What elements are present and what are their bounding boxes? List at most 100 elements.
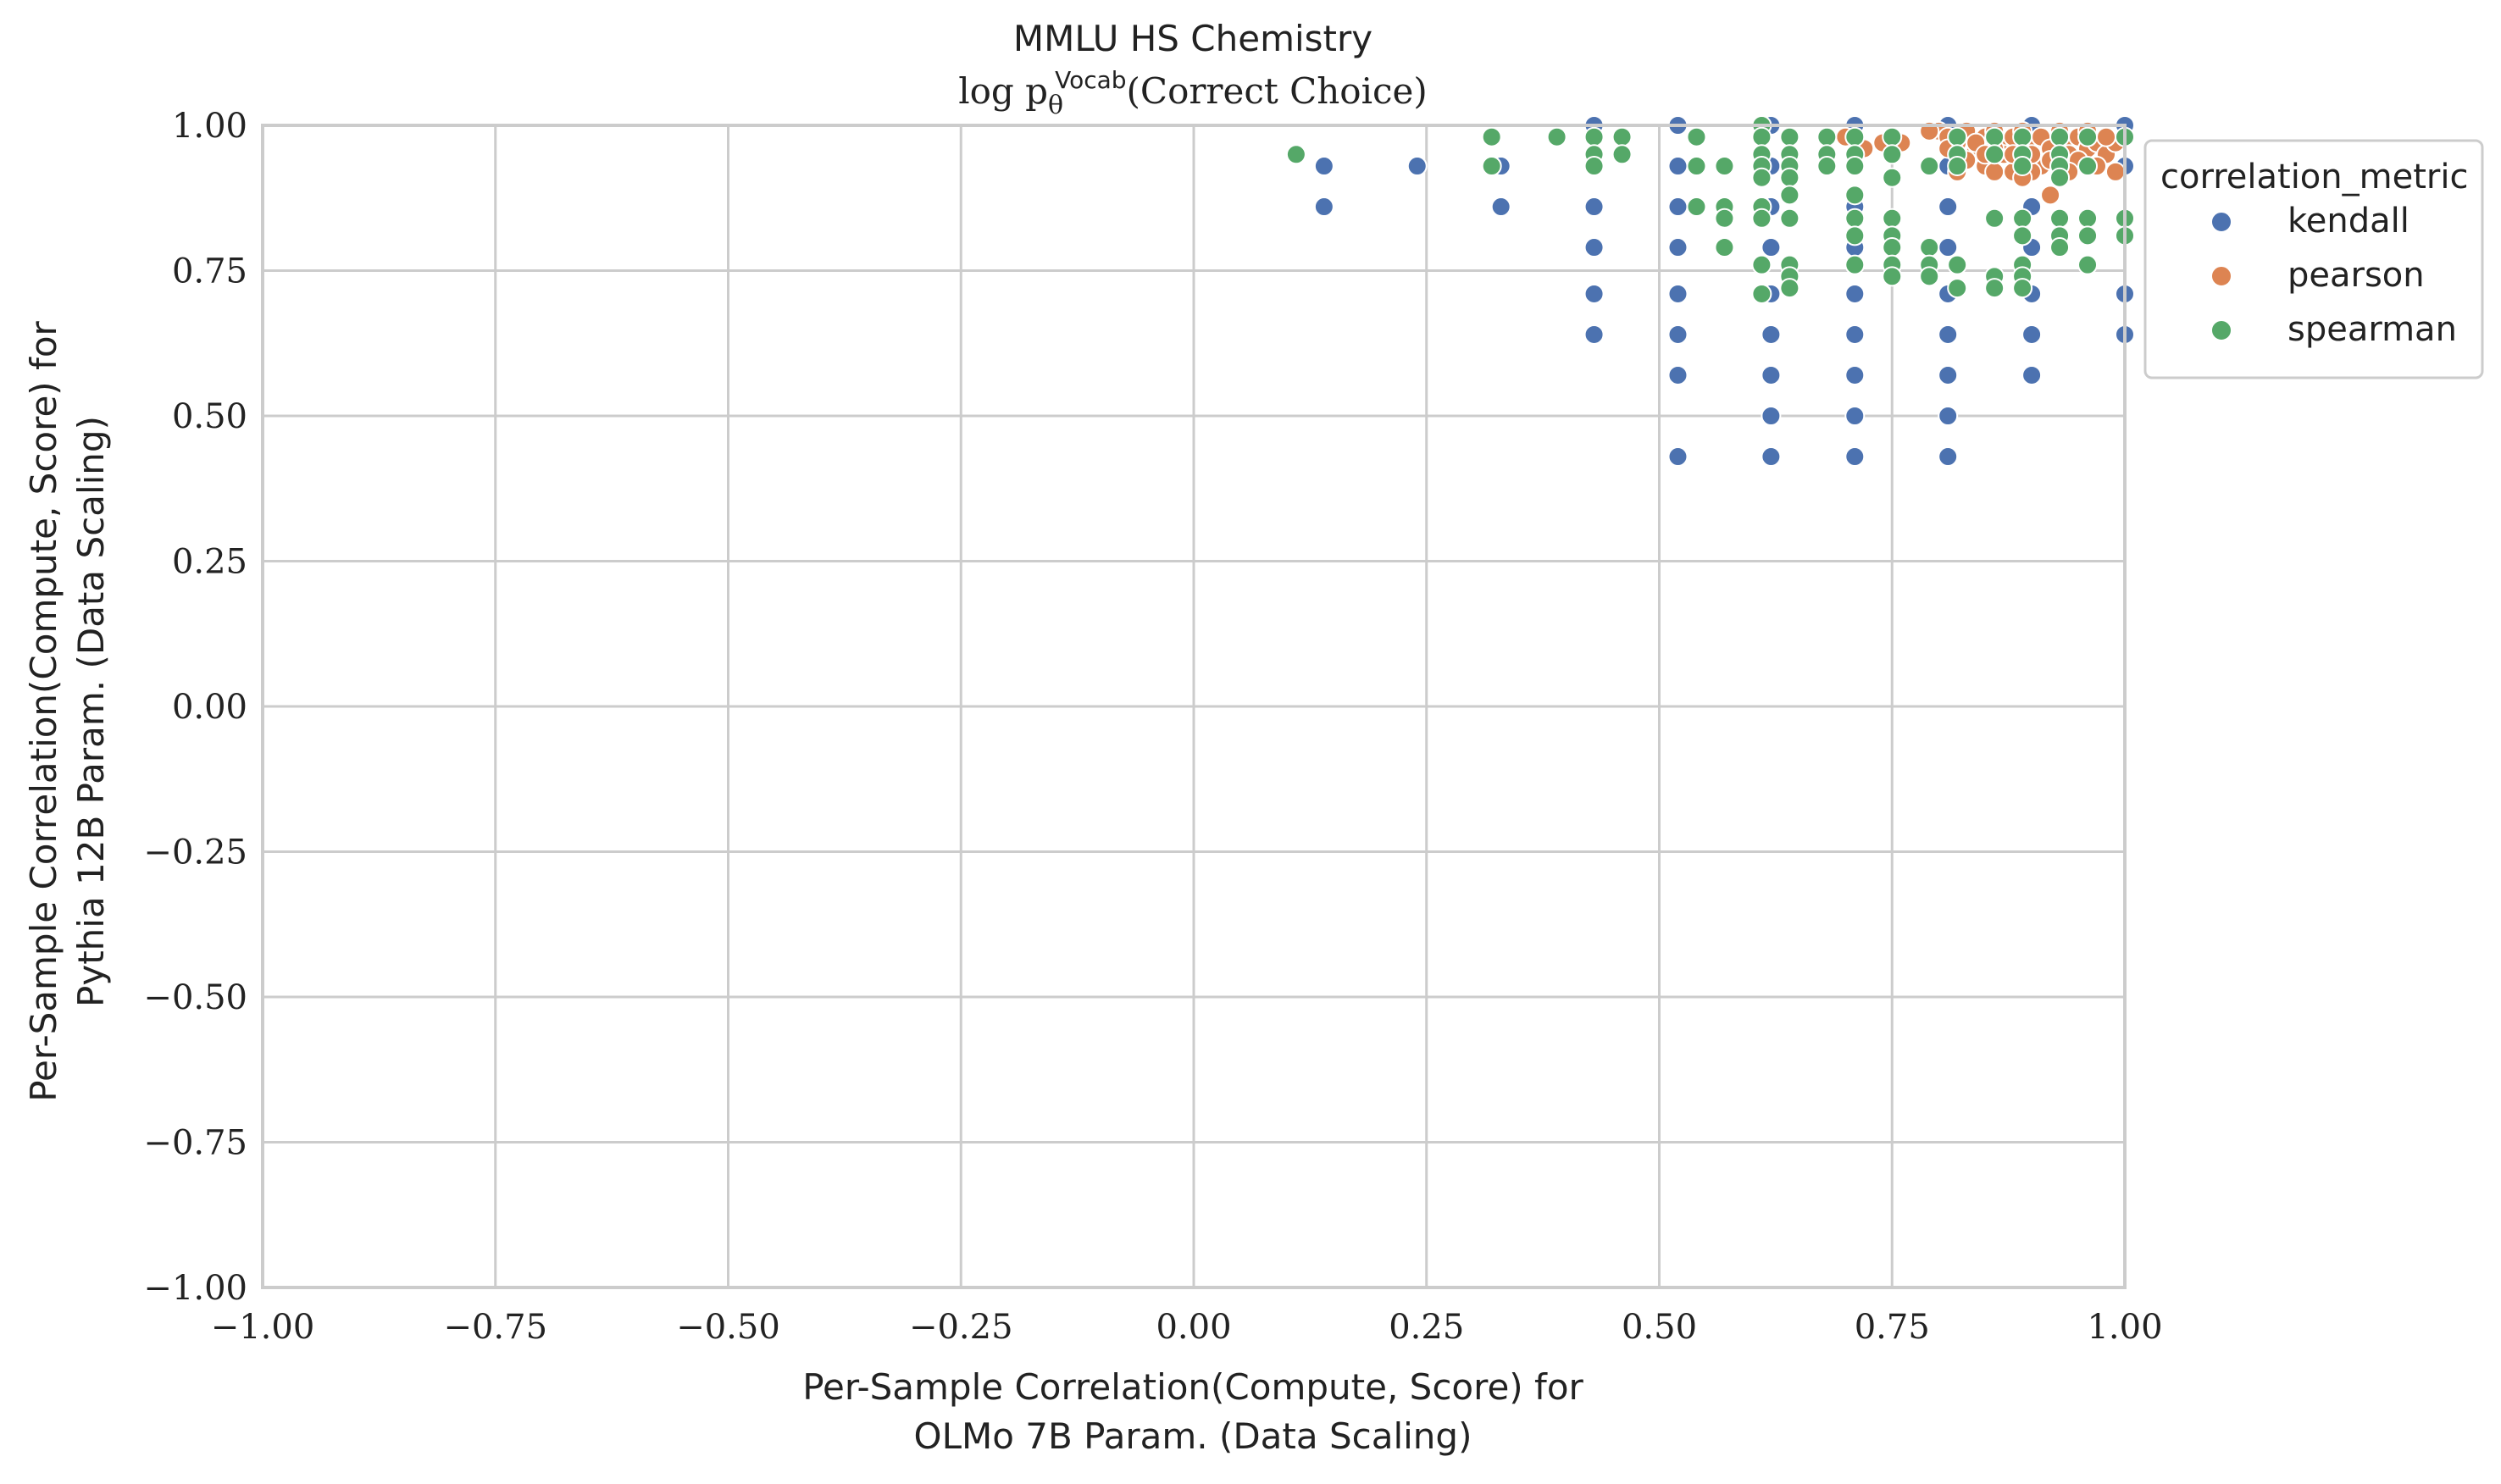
- legend: correlation_metric kendall pearson spearma…: [2143, 139, 2484, 379]
- legend-box: [2143, 139, 2484, 379]
- point-kendall: [1761, 446, 1782, 468]
- point-spearman: [2077, 208, 2099, 229]
- point-kendall: [1761, 237, 1782, 258]
- point-kendall: [1583, 324, 1605, 345]
- point-spearman: [1751, 283, 1772, 304]
- x-tick-label: 0.75: [1855, 1308, 1930, 1347]
- point-spearman: [1919, 237, 1940, 258]
- point-kendall: [2021, 364, 2043, 385]
- point-spearman: [1947, 254, 1968, 275]
- point-kendall: [1761, 406, 1782, 426]
- x-tick-label: −0.25: [909, 1308, 1013, 1347]
- point-kendall: [1667, 156, 1689, 177]
- x-tick-label: 1.00: [2087, 1308, 2162, 1347]
- point-spearman: [1984, 278, 2005, 299]
- point-kendall: [1667, 324, 1689, 345]
- y-tick-labels: −1.00 −0.75 −0.50 −0.25 0.00 0.25 0.50 0.75 1.00: [143, 107, 247, 1308]
- point-spearman: [1611, 144, 1633, 165]
- point-kendall: [1938, 197, 1959, 218]
- y-tick-label: 0.00: [172, 688, 247, 727]
- point-kendall: [1667, 237, 1689, 258]
- legend-label-pearson: pearson: [2288, 256, 2425, 295]
- point-spearman: [1844, 254, 1866, 275]
- point-spearman: [1882, 237, 1903, 258]
- point-spearman: [2077, 254, 2099, 275]
- point-spearman: [1779, 278, 1800, 299]
- point-spearman: [1751, 126, 1772, 147]
- point-spearman: [2049, 208, 2071, 229]
- point-pearson: [2105, 161, 2127, 182]
- legend-marker-spearman: [2210, 319, 2232, 341]
- point-spearman: [1844, 126, 1866, 147]
- point-spearman: [1882, 167, 1903, 188]
- point-kendall: [1583, 197, 1605, 218]
- x-axis-label-line1: Per-Sample Correlation(Compute, Score) f…: [802, 1366, 1583, 1408]
- point-spearman: [1882, 266, 1903, 287]
- legend-items: kendall pearson spearman: [2210, 202, 2457, 349]
- point-spearman: [1751, 254, 1772, 275]
- x-tick-label: 0.50: [1622, 1308, 1697, 1347]
- point-kendall: [1844, 324, 1866, 345]
- point-kendall: [1490, 197, 1511, 218]
- point-spearman: [1844, 225, 1866, 246]
- point-kendall: [1667, 364, 1689, 385]
- point-kendall: [1667, 197, 1689, 218]
- legend-marker-pearson: [2210, 265, 2232, 287]
- point-spearman: [1919, 266, 1940, 287]
- point-spearman: [1611, 126, 1633, 147]
- point-kendall: [1667, 446, 1689, 468]
- point-kendall: [1844, 283, 1866, 304]
- point-spearman: [1751, 167, 1772, 188]
- point-spearman: [2077, 156, 2099, 177]
- y-tick-label: −0.75: [143, 1124, 247, 1163]
- point-kendall: [1761, 324, 1782, 345]
- point-spearman: [1779, 167, 1800, 188]
- point-spearman: [1882, 126, 1903, 147]
- y-axis-label-line1: Per-Sample Correlation(Compute, Score) f…: [23, 320, 64, 1101]
- point-spearman: [1714, 237, 1735, 258]
- point-spearman: [2049, 167, 2071, 188]
- x-tick-label: −0.50: [676, 1308, 780, 1347]
- point-kendall: [2021, 324, 2043, 345]
- point-spearman: [2012, 278, 2033, 299]
- point-spearman: [2049, 126, 2071, 147]
- point-kendall: [1406, 156, 1428, 177]
- point-kendall: [1938, 364, 1959, 385]
- point-spearman: [1844, 185, 1866, 206]
- chart-subtitle: log pθVocab(Correct Choice): [958, 66, 1428, 120]
- point-kendall: [1844, 446, 1866, 468]
- point-spearman: [1714, 208, 1735, 229]
- point-spearman: [1481, 156, 1502, 177]
- point-kendall: [1583, 283, 1605, 304]
- point-spearman: [1882, 208, 1903, 229]
- point-spearman: [1686, 197, 1707, 218]
- point-spearman: [1984, 126, 2005, 147]
- subtitle-sup: Vocab: [1055, 66, 1126, 94]
- point-kendall: [1938, 324, 1959, 345]
- data-points: [1285, 115, 2135, 468]
- point-spearman: [1714, 156, 1735, 177]
- point-spearman: [1583, 126, 1605, 147]
- point-spearman: [2012, 156, 2033, 177]
- x-tick-label: 0.00: [1156, 1308, 1231, 1347]
- point-spearman: [1947, 156, 1968, 177]
- subtitle-prefix: log p: [958, 70, 1048, 112]
- point-spearman: [1686, 156, 1707, 177]
- point-pearson: [1984, 161, 2005, 182]
- point-spearman: [1984, 144, 2005, 165]
- x-tick-label: −1.00: [211, 1308, 315, 1347]
- y-tick-label: 1.00: [172, 107, 247, 146]
- point-kendall: [1667, 283, 1689, 304]
- point-spearman: [1779, 185, 1800, 206]
- point-spearman: [1919, 156, 1940, 177]
- subtitle-sub: θ: [1048, 91, 1063, 120]
- point-spearman: [1816, 126, 1838, 147]
- plot-frame: [261, 124, 2127, 1289]
- point-spearman: [2012, 208, 2033, 229]
- point-spearman: [2049, 237, 2071, 258]
- point-kendall: [1938, 446, 1959, 468]
- legend-label-kendall: kendall: [2288, 202, 2410, 241]
- point-kendall: [1761, 364, 1782, 385]
- y-axis-label-line2: Pythia 12B Param. (Data Scaling): [70, 416, 112, 1007]
